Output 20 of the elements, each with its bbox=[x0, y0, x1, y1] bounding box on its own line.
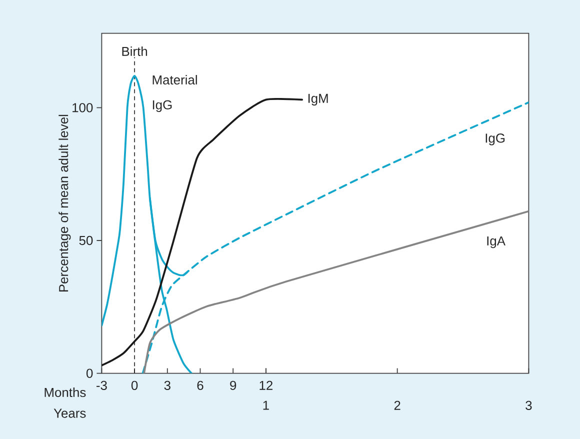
x2-tick-label: 2 bbox=[394, 400, 400, 410]
x-tick-label: -3 bbox=[96, 380, 107, 390]
series-label: IgM bbox=[308, 94, 328, 106]
x-tick-label: 12 bbox=[260, 380, 272, 390]
y-tick-label: 100 bbox=[72, 103, 93, 112]
x-tick-label: 3 bbox=[164, 380, 170, 390]
y-tick-label: 0 bbox=[86, 368, 93, 378]
x-tick-label: 9 bbox=[230, 380, 236, 390]
x-tick-label: 6 bbox=[197, 380, 204, 390]
y-tick-label: 50 bbox=[79, 236, 93, 246]
y-axis-title: Percentage of mean adult level bbox=[58, 114, 71, 292]
x2-tick-label: 1 bbox=[263, 400, 269, 410]
x-tick-label: 0 bbox=[131, 380, 138, 390]
x-axis-title: Months bbox=[44, 388, 86, 398]
x2-tick-label: 3 bbox=[526, 400, 532, 410]
text: Material IgG bbox=[152, 74, 197, 112]
ref-line-label: Birth bbox=[122, 46, 148, 56]
series-label: IgG bbox=[486, 134, 505, 146]
series-label: IgA bbox=[487, 236, 506, 248]
x2-axis-title: Years bbox=[54, 408, 86, 418]
